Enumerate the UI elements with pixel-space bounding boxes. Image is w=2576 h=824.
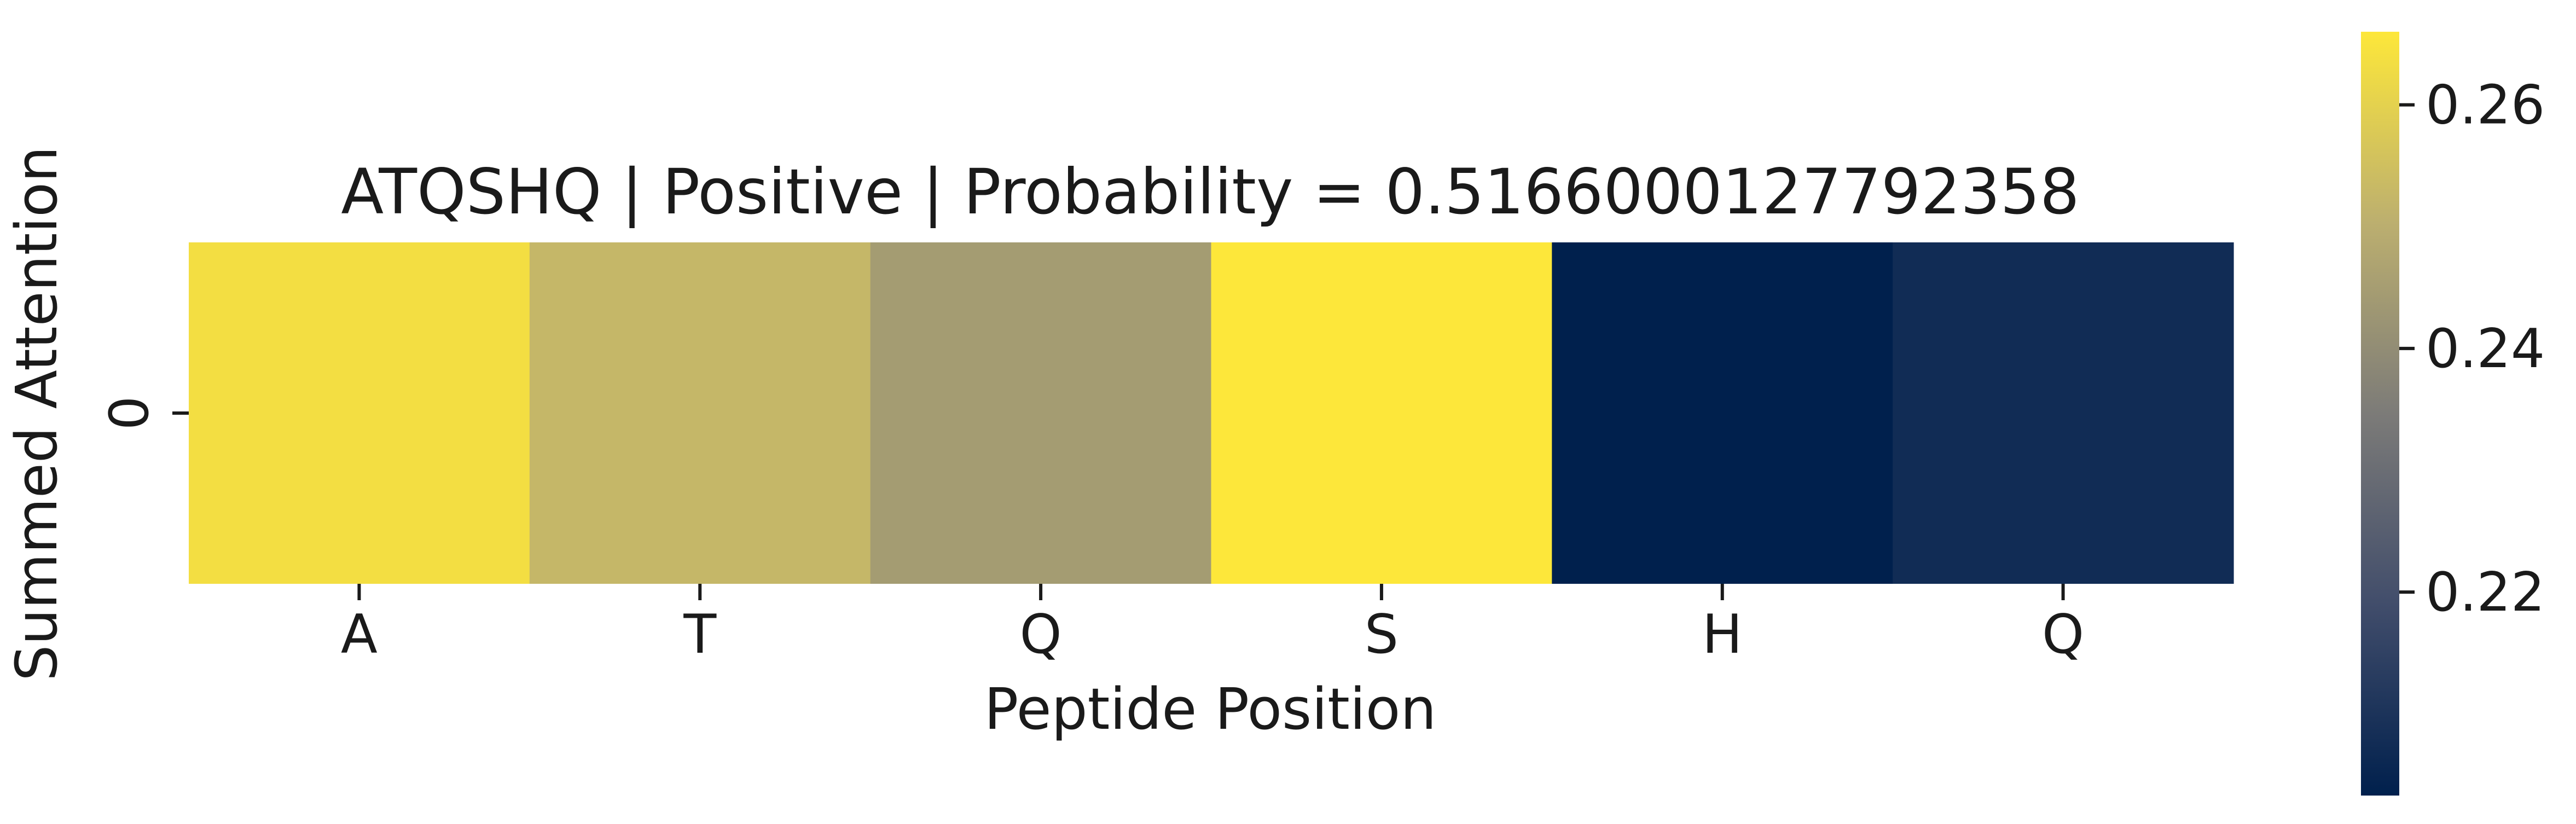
chart-title: ATQSHQ | Positive | Probability = 0.5166…: [341, 155, 2079, 228]
x-axis-label: Peptide Position: [984, 676, 1437, 742]
x-tick-label: H: [1702, 604, 1743, 666]
colorbar-tick-label: 0.26: [2426, 74, 2545, 137]
heatmap-cell: [1552, 242, 1893, 584]
colorbar-tick-label: 0.24: [2426, 318, 2545, 380]
heatmap-cell: [189, 242, 530, 584]
y-axis-ticks: 0: [98, 396, 189, 430]
x-tick-label: T: [683, 604, 717, 666]
colorbar-ticks: 0.22 0.24 0.26: [2399, 74, 2545, 624]
heatmap-cell: [1893, 242, 2234, 584]
y-axis-label: Summed Attention: [3, 146, 70, 681]
heatmap-cell: [529, 242, 871, 584]
y-tick-label: 0: [98, 396, 161, 430]
x-tick-label: S: [1365, 604, 1399, 666]
heatmap-cell: [870, 242, 1212, 584]
heatmap-cells: [189, 242, 2234, 584]
x-tick-label: Q: [1020, 604, 1062, 666]
x-tick-label: A: [341, 604, 378, 666]
colorbar: [2361, 32, 2399, 796]
colorbar-tick-label: 0.22: [2426, 561, 2545, 624]
heatmap-cell: [1211, 242, 1552, 584]
x-tick-label: Q: [2042, 604, 2084, 666]
